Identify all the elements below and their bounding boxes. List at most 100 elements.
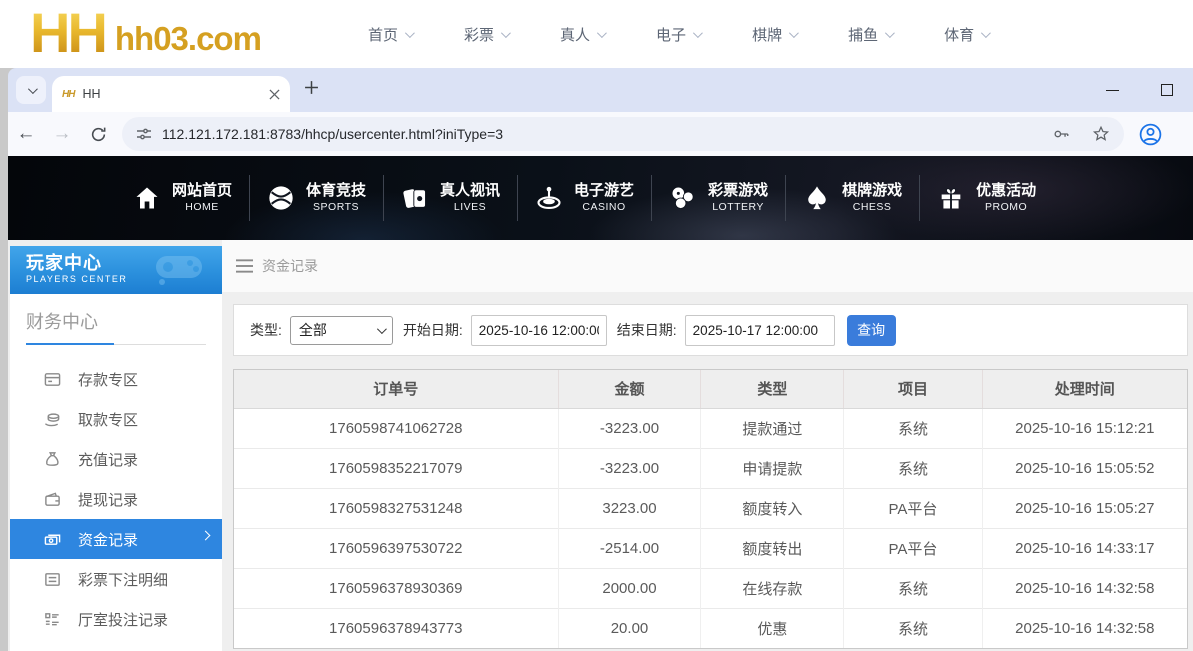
type-select[interactable]: 全部 [289, 315, 393, 345]
col-time: 处理时间 [981, 370, 1187, 409]
col-type: 类型 [700, 370, 844, 409]
browser-tab[interactable]: HH HH [52, 76, 290, 112]
divider [383, 175, 385, 221]
money-bag-icon [44, 451, 61, 468]
cell-amount: 2000.00 [557, 567, 701, 608]
nav-label: 捕鱼 [848, 26, 879, 44]
site-nav-chess[interactable]: 棋牌 [752, 24, 799, 45]
url-text[interactable]: 112.121.172.181:8783/hhcp/usercenter.htm… [162, 126, 504, 142]
site-nav-lottery[interactable]: 彩票 [464, 24, 511, 45]
bookmark-star-icon[interactable] [1092, 125, 1110, 143]
table-header-row: 订单号 金额 类型 项目 处理时间 [234, 370, 1187, 409]
sidebar-item-withdrawal-record[interactable]: 提现记录 [10, 479, 222, 519]
game-nav-en: PROMO [985, 200, 1028, 213]
profile-avatar-icon[interactable] [1138, 122, 1163, 147]
game-nav-en: CASINO [582, 200, 626, 213]
sidebar-menu: 存款专区 取款专区 充值记录 提现记录 [10, 359, 222, 651]
reload-icon[interactable] [80, 126, 116, 143]
main-content: 资金记录 类型: 全部 开始日期: 结束日期: [222, 240, 1193, 651]
site-nav-live[interactable]: 真人 [560, 24, 607, 45]
sidebar-item-deposit[interactable]: 存款专区 [10, 359, 222, 399]
end-date-input[interactable] [684, 314, 835, 346]
game-nav-zh: 体育竞技 [306, 182, 367, 200]
start-date-input[interactable] [470, 314, 607, 346]
table-row: 1760596378943773 20.00 优惠 系统 2025-10-16 … [234, 607, 1187, 648]
tab-search-button[interactable] [16, 76, 46, 104]
site-nav: 首页 彩票 真人 电子 棋牌 捕鱼 体育 [368, 0, 991, 68]
hand-money-icon [44, 411, 61, 428]
address-bar[interactable]: 112.121.172.181:8783/hhcp/usercenter.htm… [122, 117, 1124, 151]
start-date-label: 开始日期: [402, 322, 463, 338]
game-nav-zh: 棋牌游戏 [842, 182, 903, 200]
password-key-icon[interactable] [1052, 125, 1070, 143]
game-nav-chess[interactable]: 棋牌游戏 CHESS [786, 182, 919, 214]
game-nav-promo[interactable]: 优惠活动 PROMO [920, 182, 1053, 214]
col-order-id: 订单号 [234, 370, 559, 409]
sidebar-item-label: 资金记录 [78, 531, 139, 549]
cell-amount: -3223.00 [557, 407, 701, 448]
sidebar-item-recharge-record[interactable]: 充值记录 [10, 439, 222, 479]
tab-close-icon[interactable] [269, 88, 280, 100]
new-tab-button[interactable] [304, 80, 319, 95]
logo-domain-text: hh03.com [114, 20, 262, 57]
list-detail-icon [44, 611, 61, 628]
cell-time: 2025-10-16 15:05:27 [981, 487, 1187, 528]
type-label: 类型: [250, 322, 282, 338]
nav-label: 电子 [656, 26, 687, 44]
game-nav-zh: 网站首页 [172, 182, 233, 200]
site-info-icon[interactable] [136, 126, 152, 142]
sidebar-item-player-report[interactable]: 玩家投注报表 [10, 639, 222, 651]
game-nav-zh: 真人视讯 [440, 182, 501, 200]
sidebar-item-hall-bets[interactable]: 厅室投注记录 [10, 599, 222, 639]
cell-time: 2025-10-16 15:05:52 [981, 447, 1187, 488]
records-table: 订单号 金额 类型 项目 处理时间 1760598741062728 [234, 370, 1187, 648]
chevron-down-icon [376, 323, 387, 334]
site-header: HH hh03.com 首页 彩票 真人 电子 棋牌 捕鱼 体育 [0, 0, 1193, 68]
sidebar-item-withdraw[interactable]: 取款专区 [10, 399, 222, 439]
cell-time: 2025-10-16 14:33:17 [981, 527, 1187, 568]
maximize-icon[interactable] [1161, 84, 1173, 96]
col-amount: 金额 [557, 370, 701, 409]
cell-project: PA平台 [843, 527, 983, 568]
roulette-icon [537, 186, 561, 209]
table-row: 1760596378930369 2000.00 在线存款 系统 2025-10… [234, 567, 1187, 608]
game-nav-lottery[interactable]: 彩票游戏 LOTTERY [652, 182, 785, 214]
table-row: 1760598352217079 -3223.00 申请提款 系统 2025-1… [234, 447, 1187, 488]
game-nav-sports[interactable]: 体育竞技 SPORTS [250, 182, 383, 214]
cell-amount: 3223.00 [557, 487, 701, 528]
chevron-down-icon [789, 27, 799, 38]
browser-toolbar: ← → 112.121.172.181:8783/hhcp/usercenter… [8, 112, 1193, 156]
cell-order-id: 1760596378943773 [234, 607, 559, 648]
back-icon[interactable]: ← [16, 123, 36, 144]
nav-label: 真人 [560, 26, 591, 44]
minimize-icon[interactable] [1106, 89, 1119, 91]
query-button[interactable]: 查询 [846, 314, 896, 346]
sidebar-item-label: 取款专区 [78, 411, 139, 429]
cell-amount: -2514.00 [557, 527, 701, 568]
cell-type: 提款通过 [700, 407, 844, 448]
breadcrumb-title: 资金记录 [262, 258, 318, 274]
game-nav-casino[interactable]: 电子游艺 CASINO [518, 182, 651, 214]
sidebar-item-label: 提现记录 [78, 491, 139, 509]
site-nav-home[interactable]: 首页 [368, 24, 415, 45]
tab-title: HH [82, 87, 101, 101]
cell-type: 申请提款 [700, 447, 844, 488]
site-nav-slots[interactable]: 电子 [656, 24, 703, 45]
type-select-value: 全部 [298, 322, 327, 338]
sidebar-header: 玩家中心 PLAYERS CENTER [10, 246, 222, 294]
nav-label: 棋牌 [752, 26, 783, 44]
game-nav-home[interactable]: 网站首页 HOME [116, 182, 249, 214]
cell-project: 系统 [843, 567, 983, 608]
site-nav-sports[interactable]: 体育 [944, 24, 991, 45]
cell-order-id: 1760596397530722 [234, 527, 559, 568]
forward-icon[interactable]: → [52, 123, 72, 144]
sidebar-item-lottery-bets[interactable]: 彩票下注明细 [10, 559, 222, 599]
sidebar-item-label: 充值记录 [78, 451, 139, 469]
game-nav-lives[interactable]: 真人视讯 LIVES [384, 182, 517, 214]
banknotes-icon [44, 531, 61, 548]
site-logo[interactable]: HH hh03.com [30, 2, 262, 64]
sidebar-item-funds-record[interactable]: 资金记录 [10, 519, 222, 559]
chevron-right-icon [200, 530, 211, 541]
site-nav-fishing[interactable]: 捕鱼 [848, 24, 895, 45]
gamepad-icon [156, 256, 202, 285]
